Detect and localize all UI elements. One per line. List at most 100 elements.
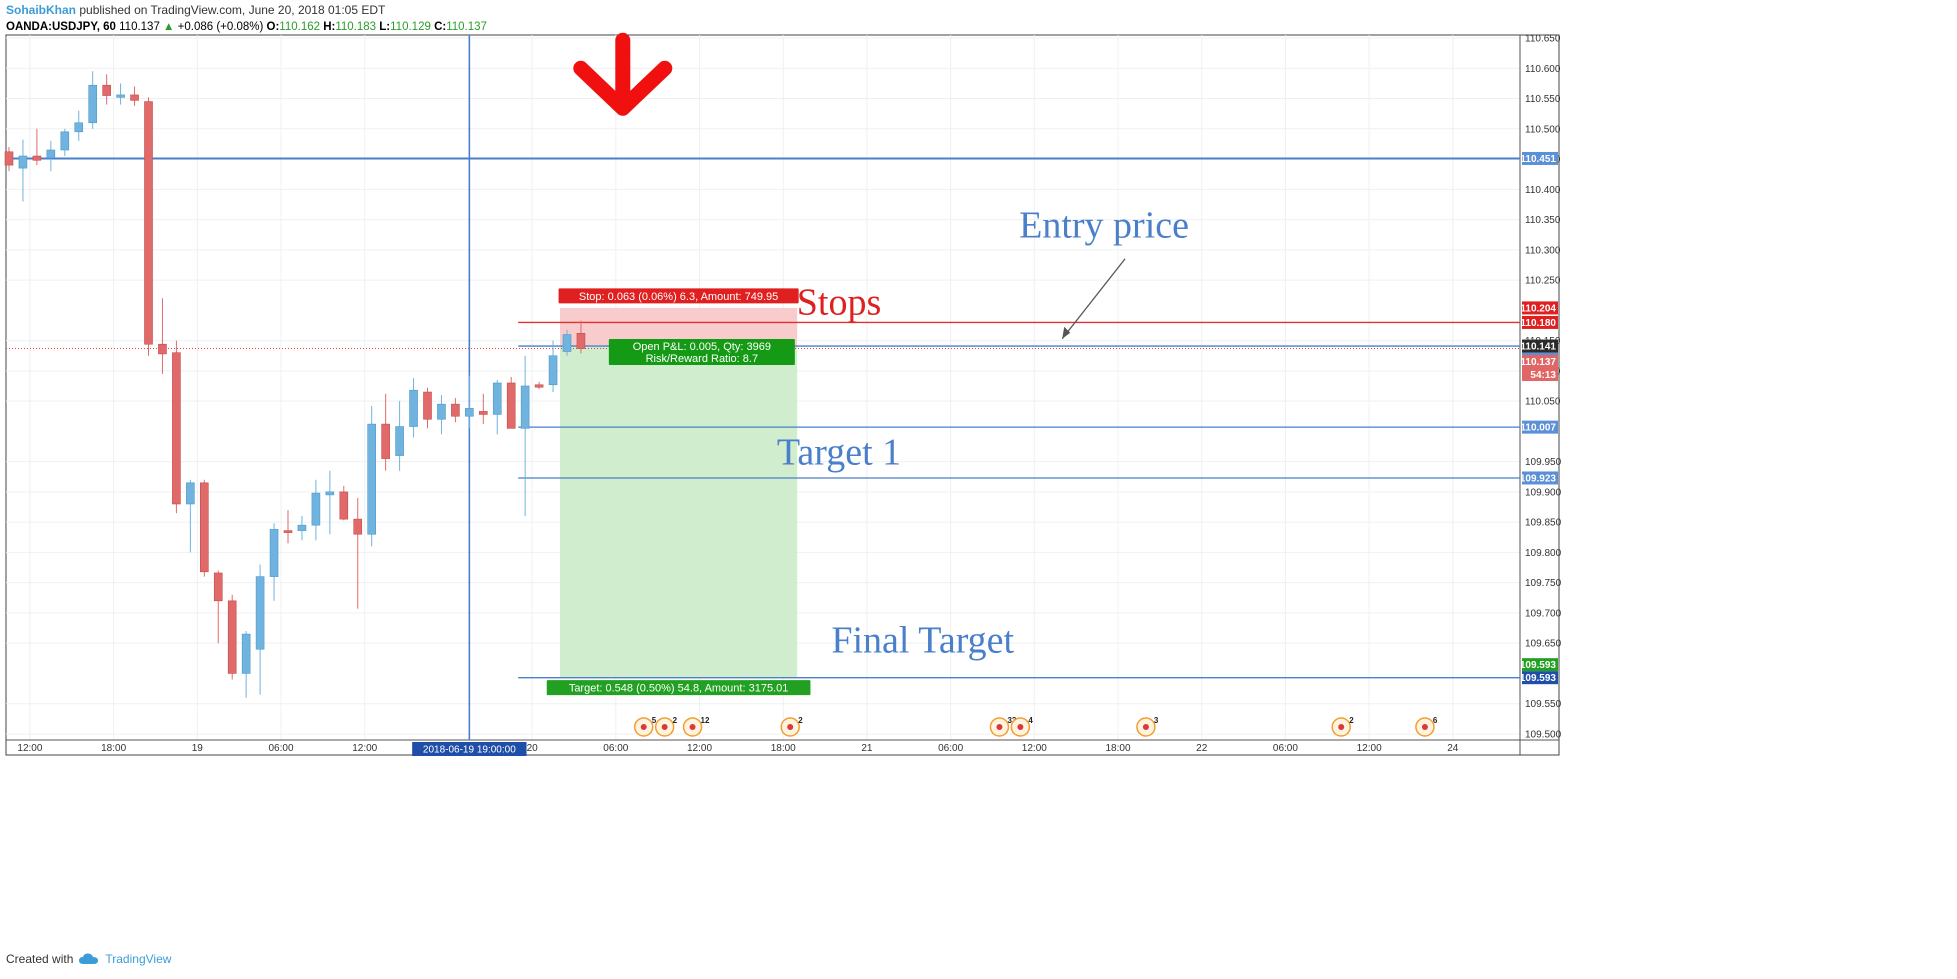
stop-label: Stop: 0.063 (0.06%) 6.3, Amount: 749.95 — [579, 291, 778, 303]
cursor-time-badge — [412, 742, 527, 756]
price-badge-label: 110.007 — [1520, 423, 1556, 434]
candle-body — [381, 423, 390, 459]
event-flag-dot — [661, 724, 668, 730]
price-badge-label: 109.923 — [1520, 473, 1557, 484]
price-tick-label: 110.300 — [1525, 245, 1561, 256]
price-badge-label: 110.137 — [1520, 357, 1556, 368]
event-flag-dot — [1017, 724, 1024, 730]
candle-body — [492, 382, 502, 415]
price-tick-label: 109.850 — [1525, 518, 1562, 529]
price-tick-label: 110.400 — [1525, 185, 1561, 196]
event-count: 2 — [673, 716, 678, 725]
event-count: 12 — [701, 716, 710, 725]
event-count: 6 — [1433, 716, 1438, 725]
target-label-bg — [546, 680, 811, 696]
candle-body — [213, 572, 223, 602]
high-value: 110.183 — [335, 21, 377, 33]
author-link[interactable]: SohaibKhan — [6, 3, 77, 17]
time-tick-label: 12:00 — [1022, 743, 1047, 754]
candle-body — [60, 131, 70, 151]
price-badge — [1522, 367, 1558, 381]
stop-label-bg — [558, 288, 799, 304]
candle-body — [297, 524, 307, 531]
price-tick-label: 110.600 — [1525, 64, 1561, 75]
up-arrow-icon: ▲ — [163, 21, 175, 33]
open-label: O: — [266, 21, 280, 33]
event-flag-dot — [640, 724, 647, 730]
candle-body — [409, 389, 418, 427]
price-tick-label: 110.050 — [1525, 397, 1561, 408]
entry-arrow-head — [1062, 326, 1071, 339]
candle-body — [18, 155, 28, 169]
price-badge — [1522, 354, 1558, 368]
candle-body — [74, 122, 84, 133]
candle-body — [186, 482, 195, 505]
candle-body — [548, 355, 558, 386]
candle-body — [46, 149, 56, 159]
price-tick-label: 109.800 — [1525, 548, 1562, 559]
candle-body — [144, 101, 153, 345]
annotation-text: Stops — [797, 282, 881, 324]
price-tick-label: 109.950 — [1525, 457, 1562, 468]
time-tick-label: 06:00 — [1273, 743, 1298, 754]
event-flag-dot — [1421, 724, 1428, 730]
open-value: 110.162 — [279, 21, 321, 33]
last-price: 110.137 — [119, 21, 160, 33]
price-tick-label: 110.250 — [1525, 276, 1561, 287]
price-tick-label: 110.650 — [1525, 34, 1561, 45]
time-tick-label: 12:00 — [1357, 743, 1382, 754]
time-tick-label: 18:00 — [1106, 743, 1131, 754]
candle-body — [339, 491, 349, 520]
event-count: 2 — [1349, 716, 1354, 725]
close-value: 110.137 — [446, 21, 487, 33]
candle-body — [227, 600, 237, 674]
price-badge-label: 54:13 — [1530, 370, 1556, 381]
time-tick-label: 24 — [1447, 743, 1459, 754]
time-tick-label: 12:00 — [687, 743, 712, 754]
event-flag-dot — [1338, 724, 1345, 730]
candle-body — [283, 530, 293, 533]
entry-arrow-line — [1061, 258, 1126, 340]
event-count: 2 — [798, 716, 803, 725]
pnl-label: Open P&L: 0.005, Qty: 3969 — [633, 341, 771, 353]
candle-body — [4, 151, 14, 166]
candle-body — [576, 333, 586, 349]
candle-body — [269, 529, 279, 577]
candle-body — [311, 492, 321, 526]
price-tick-label: 109.650 — [1525, 639, 1562, 650]
cursor-time-label: 2018-06-19 19:00:00 — [423, 745, 516, 756]
candle-body — [88, 84, 97, 124]
tradingview-link[interactable]: TradingView — [105, 952, 172, 966]
price-badge-label: 109.593 — [1520, 660, 1557, 671]
event-count: 3 — [1154, 716, 1159, 725]
price-change: +0.086 (+0.08%) — [177, 21, 264, 33]
time-tick-label: 06:00 — [269, 743, 294, 754]
price-badge — [1522, 339, 1558, 353]
candle-body — [102, 84, 111, 96]
candle-body — [478, 411, 488, 415]
price-badge-label: 110.141 — [1520, 342, 1556, 353]
candle-body — [130, 94, 139, 101]
price-badge — [1522, 315, 1558, 329]
target-label: Target: 0.548 (0.50%) 54.8, Amount: 3175… — [569, 683, 789, 695]
low-value: 110.129 — [390, 21, 431, 33]
candle-body — [241, 633, 251, 674]
event-flag-dot — [996, 724, 1003, 730]
candle-body — [423, 391, 432, 420]
time-tick-label: 06:00 — [603, 743, 628, 754]
event-flag-dot — [689, 724, 696, 730]
candle-body — [325, 491, 335, 496]
price-tick-label: 109.550 — [1525, 699, 1562, 710]
price-badge — [1522, 301, 1558, 315]
price-badge — [1522, 471, 1558, 485]
price-badge — [1522, 420, 1558, 434]
event-flag-dot — [787, 724, 794, 730]
candle-body — [353, 518, 363, 535]
annotation-text: Final Target — [831, 619, 1014, 661]
annotation-text: Target 1 — [777, 432, 901, 474]
candle-body — [506, 382, 516, 429]
time-tick-label: 18:00 — [101, 743, 126, 754]
candle-body — [158, 343, 167, 355]
price-tick-label: 110.500 — [1525, 124, 1561, 135]
